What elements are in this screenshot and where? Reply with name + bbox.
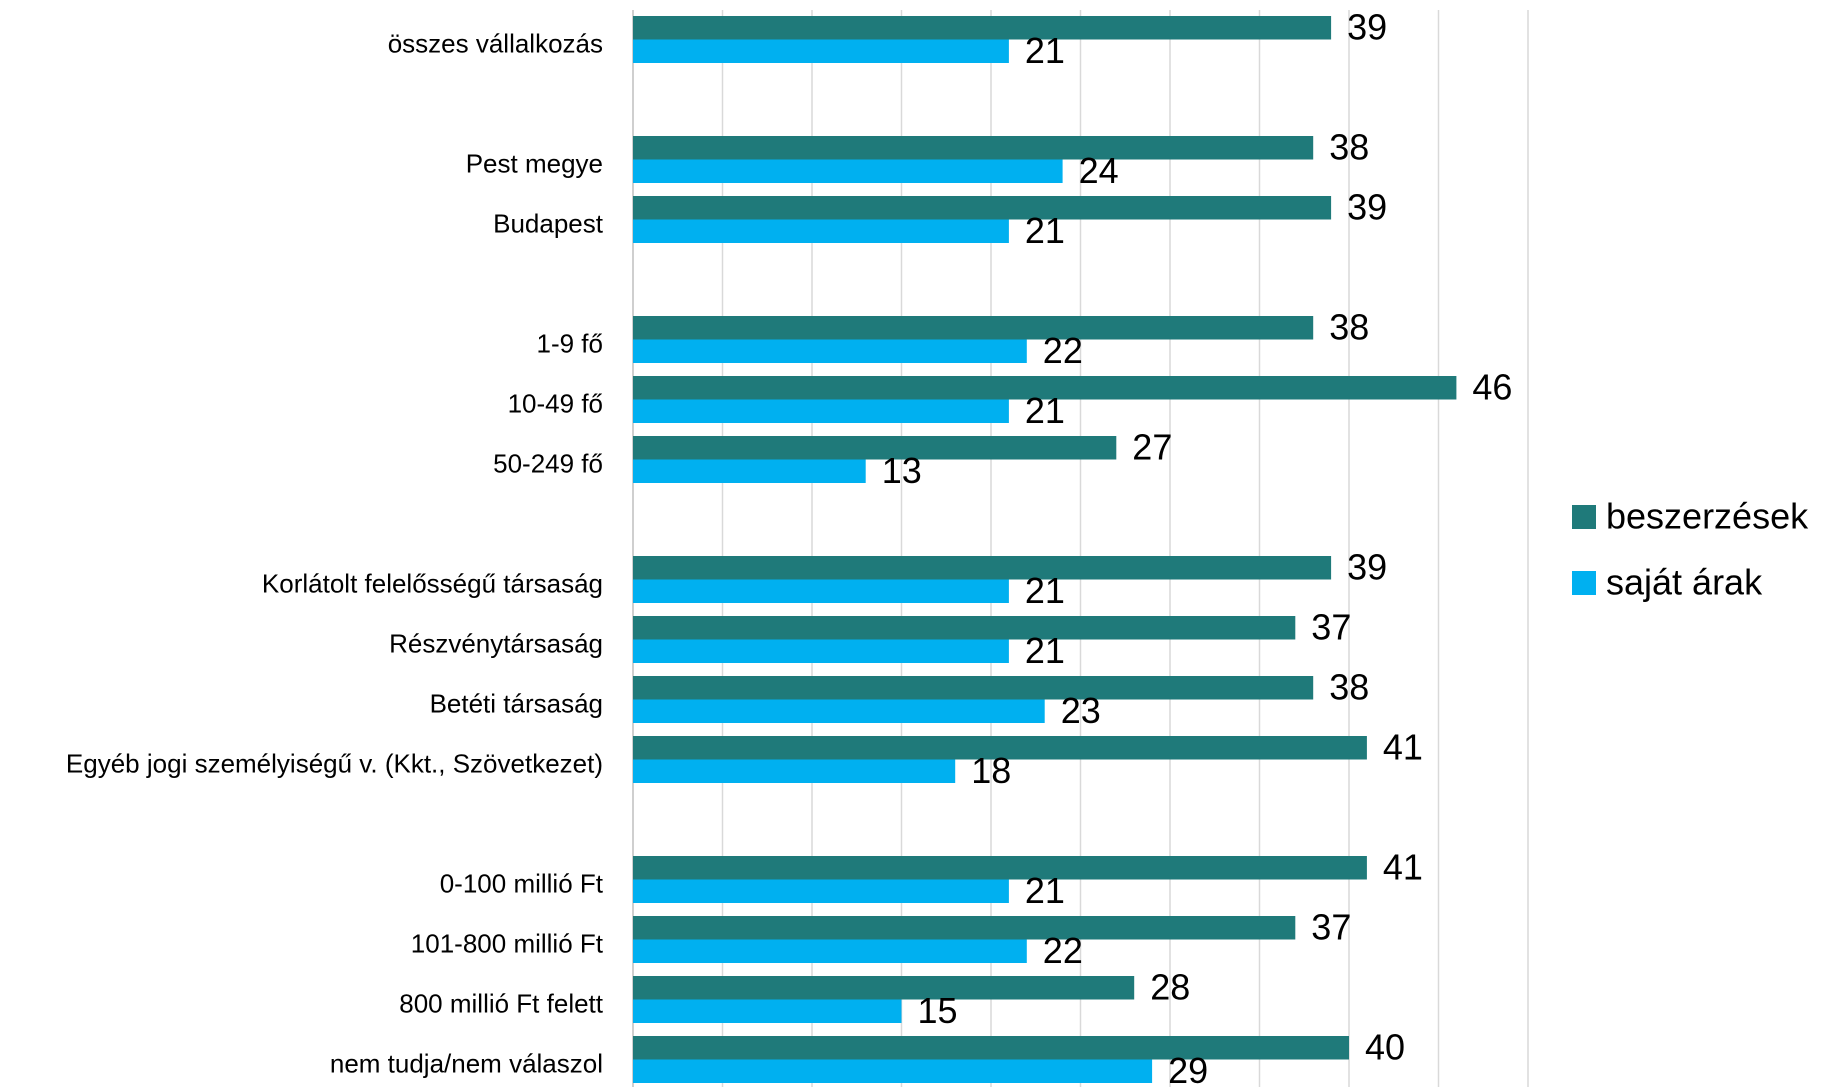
bar-series-1: [633, 1036, 1349, 1060]
data-label: 37: [1311, 906, 1351, 947]
data-label: 38: [1329, 666, 1369, 707]
data-label: 40: [1365, 1026, 1405, 1067]
data-label: 39: [1347, 546, 1387, 587]
bar-series-1: [633, 676, 1314, 700]
bar-series-2: [633, 399, 1009, 423]
data-label: 21: [1025, 210, 1065, 251]
bar-series-2: [633, 219, 1009, 243]
category-label: 0-100 millió Ft: [440, 868, 604, 898]
bar-series-1: [633, 436, 1117, 460]
category-label: 101-800 millió Ft: [411, 928, 604, 958]
data-label: 23: [1061, 690, 1101, 731]
data-label: 15: [918, 990, 958, 1031]
bars: [633, 16, 1457, 1083]
data-label: 29: [1168, 1050, 1208, 1087]
data-label: 21: [1025, 630, 1065, 671]
bar-series-2: [633, 339, 1027, 363]
category-label: Korlátolt felelősségű társaság: [262, 568, 603, 598]
data-label: 37: [1311, 606, 1351, 647]
category-labels: összes vállalkozás Pest megye Budapest 1-9 …: [66, 28, 604, 1078]
data-labels: 39 21 38 24 39 21 38 22 46 21 27 13 39 21 37 21 38 23 41 18…: [882, 6, 1513, 1091]
bar-series-1: [633, 976, 1135, 1000]
data-label: 38: [1329, 306, 1369, 347]
category-label: összes vállalkozás: [388, 28, 603, 58]
category-label: Budapest: [493, 208, 604, 238]
bar-series-1: [633, 316, 1314, 340]
data-label: 22: [1043, 930, 1083, 971]
category-label: 10-49 fő: [508, 388, 603, 418]
category-label: 800 millió Ft felett: [399, 988, 604, 1018]
legend-label: beszerzések: [1606, 496, 1809, 537]
bar-series-1: [633, 736, 1367, 760]
legend-label: saját árak: [1606, 562, 1763, 603]
bar-series-2: [633, 999, 902, 1023]
category-label: Részvénytársaság: [389, 628, 603, 658]
bar-series-2: [633, 39, 1009, 63]
bar-series-1: [633, 196, 1332, 220]
bar-series-2: [633, 639, 1009, 663]
data-label: 21: [1025, 870, 1065, 911]
data-label: 39: [1347, 186, 1387, 227]
data-label: 41: [1383, 846, 1423, 887]
data-label: 13: [882, 450, 922, 491]
category-label: 1-9 fő: [537, 328, 604, 358]
data-label: 38: [1329, 126, 1369, 167]
bar-series-1: [633, 376, 1457, 400]
data-label: 27: [1132, 426, 1172, 467]
bar-series-1: [633, 856, 1367, 880]
bar-series-1: [633, 556, 1332, 580]
data-label: 22: [1043, 330, 1083, 371]
bar-series-2: [633, 459, 866, 483]
bar-series-2: [633, 699, 1045, 723]
data-label: 21: [1025, 570, 1065, 611]
gridlines: [632, 10, 1529, 1087]
data-label: 46: [1472, 366, 1512, 407]
bar-series-2: [633, 579, 1009, 603]
category-label: nem tudja/nem válaszol: [330, 1048, 603, 1078]
category-label: Betéti társaság: [430, 688, 603, 718]
legend-swatch: [1572, 571, 1596, 595]
bar-series-2: [633, 759, 956, 783]
bar-series-2: [633, 1059, 1153, 1083]
bar-series-1: [633, 136, 1314, 160]
data-label: 41: [1383, 726, 1423, 767]
category-label: Egyéb jogi személyiségű v. (Kkt., Szövet…: [66, 748, 603, 778]
bar-series-2: [633, 159, 1063, 183]
bar-series-1: [633, 16, 1332, 40]
data-label: 21: [1025, 30, 1065, 71]
category-label: 50-249 fő: [493, 448, 603, 478]
bar-series-1: [633, 916, 1296, 940]
data-label: 24: [1079, 150, 1119, 191]
bar-series-2: [633, 879, 1009, 903]
legend-swatch: [1572, 505, 1596, 529]
category-label: Pest megye: [466, 148, 603, 178]
data-label: 39: [1347, 6, 1387, 47]
bar-series-1: [633, 616, 1296, 640]
bar-series-2: [633, 939, 1027, 963]
legend: beszerzések saját árak: [1572, 496, 1809, 603]
data-label: 21: [1025, 390, 1065, 431]
data-label: 28: [1150, 966, 1190, 1007]
data-label: 18: [971, 750, 1011, 791]
